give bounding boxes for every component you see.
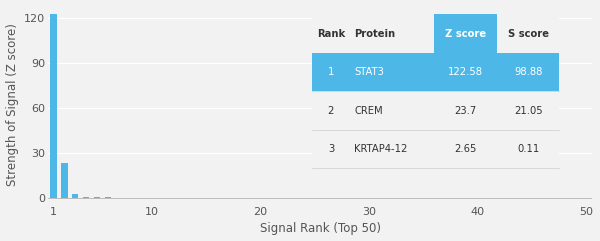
Bar (350, 91, 434, 130)
X-axis label: Signal Rank (Top 50): Signal Rank (Top 50) (260, 222, 380, 235)
Text: Z score: Z score (445, 29, 486, 39)
Text: 122.58: 122.58 (448, 67, 483, 77)
Text: 2: 2 (328, 106, 334, 115)
Text: Protein: Protein (355, 29, 395, 39)
Bar (83, 196, 89, 198)
Bar (497, 130, 559, 168)
Text: Rank: Rank (317, 29, 345, 39)
Bar (312, 130, 350, 168)
Bar (350, 130, 434, 168)
Text: S score: S score (508, 29, 548, 39)
Bar (434, 53, 497, 91)
Bar (312, 53, 350, 91)
Bar (434, 91, 497, 130)
Bar (61, 162, 68, 198)
Bar (50, 14, 57, 198)
Text: 3: 3 (328, 144, 334, 154)
Text: KRTAP4-12: KRTAP4-12 (355, 144, 408, 154)
Text: 21.05: 21.05 (514, 106, 542, 115)
Text: 98.88: 98.88 (514, 67, 542, 77)
Bar (312, 91, 350, 130)
Text: 2.65: 2.65 (454, 144, 477, 154)
Bar (350, 53, 434, 91)
Bar (94, 197, 100, 198)
Bar (497, 53, 559, 91)
Bar (497, 14, 559, 53)
Bar (72, 194, 79, 198)
Text: 23.7: 23.7 (454, 106, 477, 115)
Bar (434, 130, 497, 168)
Bar (312, 14, 350, 53)
Bar (497, 91, 559, 130)
Y-axis label: Strength of Signal (Z score): Strength of Signal (Z score) (5, 23, 19, 186)
Text: 1: 1 (328, 67, 334, 77)
Bar (350, 14, 434, 53)
Bar (434, 14, 497, 53)
Text: STAT3: STAT3 (355, 67, 384, 77)
Text: 0.11: 0.11 (517, 144, 539, 154)
Text: CREM: CREM (355, 106, 383, 115)
Bar (104, 197, 111, 198)
